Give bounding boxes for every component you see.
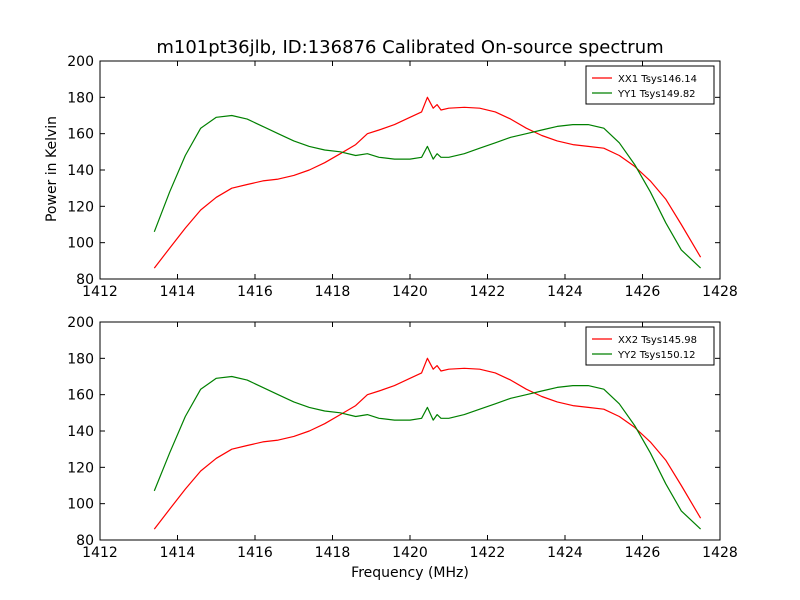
y-tick-label: 200 — [67, 54, 94, 70]
x-tick-label: 1428 — [702, 284, 738, 300]
x-tick-label: 1416 — [237, 284, 273, 300]
y-tick-label: 160 — [67, 388, 94, 404]
y-tick-label: 180 — [67, 90, 94, 106]
top-panel: 1412 1414 1416 1418 1420 1422 1424 1426 1428 80 10… — [67, 54, 738, 300]
y-tick-label: 180 — [67, 351, 94, 367]
y-tick-label: 140 — [67, 163, 94, 179]
x-tick-label: 1418 — [315, 545, 351, 561]
x-tick-label: 1428 — [702, 545, 738, 561]
y-tick-label: 160 — [67, 127, 94, 143]
x-tick-label: 1420 — [392, 284, 428, 300]
legend-label: XX1 Tsys146.14 — [618, 74, 697, 85]
x-tick-label: 1414 — [160, 545, 196, 561]
y-tick-label: 80 — [76, 533, 94, 549]
y-tick-label: 100 — [67, 497, 94, 513]
series-line-yy1 — [153, 114, 702, 269]
y-tick-label: 200 — [67, 315, 94, 331]
x-tick-label: 1414 — [160, 284, 196, 300]
y-tick-label: 100 — [67, 236, 94, 252]
legend-label: XX2 Tsys145.98 — [618, 335, 697, 346]
x-axis-label: Frequency (MHz) — [351, 565, 469, 581]
y-tick-label: 120 — [67, 460, 94, 476]
x-tick-label: 1412 — [82, 545, 118, 561]
y-tick-label: 140 — [67, 424, 94, 440]
figure-title: m101pt36jlb, ID:136876 Calibrated On-sou… — [156, 37, 663, 58]
y-tick-label: 120 — [67, 199, 94, 215]
legend-label: YY1 Tsys149.82 — [617, 89, 696, 100]
x-tick-label: 1422 — [470, 545, 506, 561]
legend-box — [585, 326, 715, 366]
legend: XX2 Tsys145.98 YY2 Tsys150.12 — [585, 326, 715, 366]
y-axis-label: Power in Kelvin — [44, 116, 60, 222]
legend-box — [585, 65, 715, 105]
series-line-xx2 — [153, 357, 702, 530]
y-tick-label: 80 — [76, 272, 94, 288]
x-tick-label: 1424 — [547, 545, 583, 561]
x-tick-label: 1426 — [625, 284, 661, 300]
series-line-xx1 — [153, 96, 702, 269]
legend: XX1 Tsys146.14 YY1 Tsys149.82 — [585, 65, 715, 105]
x-tick-label: 1412 — [82, 284, 118, 300]
x-tick-label: 1422 — [470, 284, 506, 300]
x-tick-label: 1426 — [625, 545, 661, 561]
series-line-yy2 — [153, 375, 702, 530]
legend-label: YY2 Tsys150.12 — [617, 350, 696, 361]
x-tick-label: 1416 — [237, 545, 273, 561]
x-tick-label: 1418 — [315, 284, 351, 300]
x-tick-label: 1420 — [392, 545, 428, 561]
x-tick-label: 1424 — [547, 284, 583, 300]
bottom-panel: 1412 1414 1416 1418 1420 1422 1424 1426 1428 80 10… — [67, 315, 738, 561]
